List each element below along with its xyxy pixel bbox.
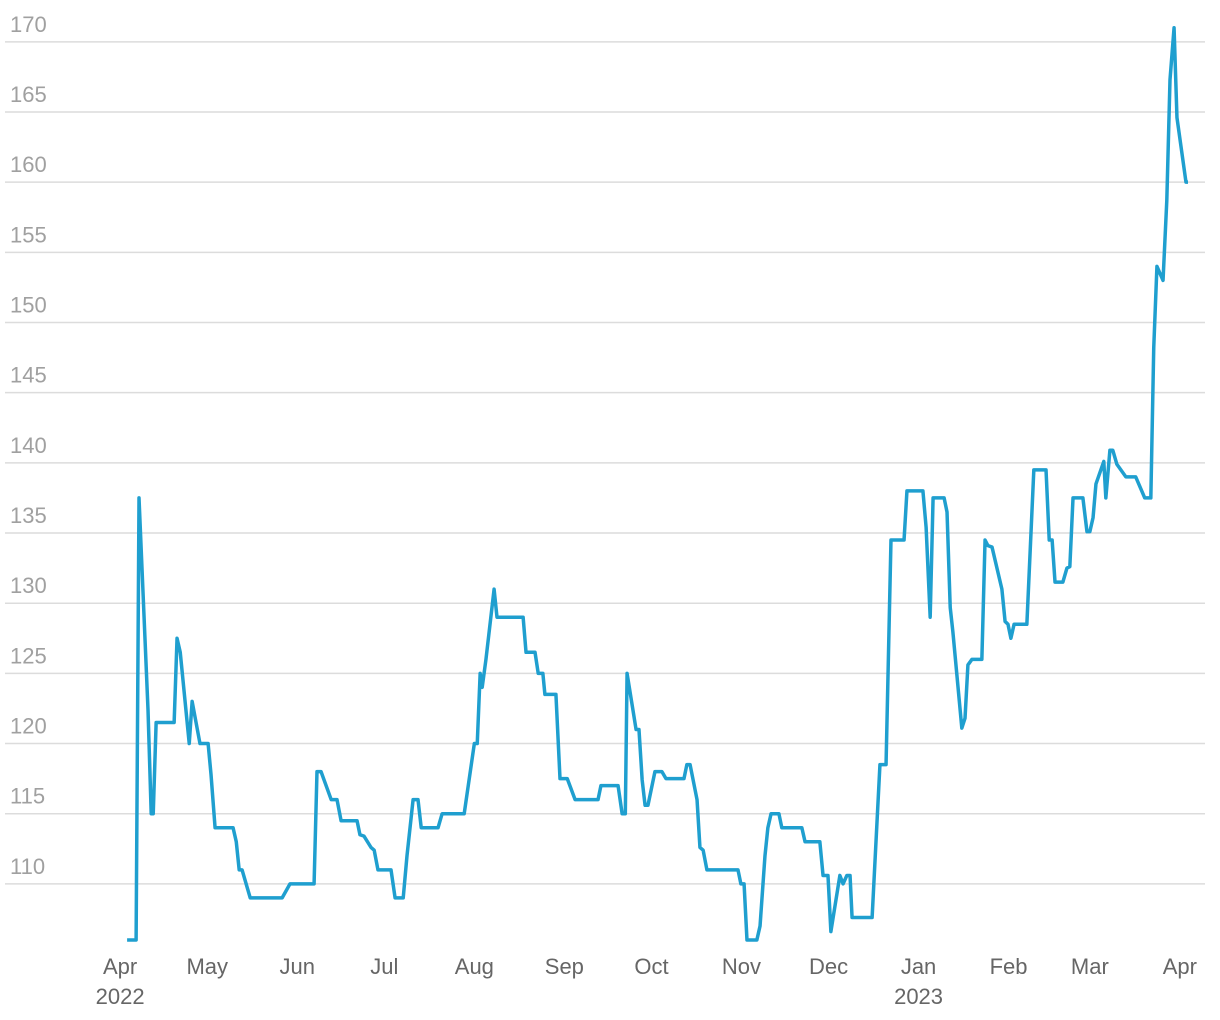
y-tick-label: 140 xyxy=(10,433,47,458)
y-tick-label: 110 xyxy=(10,854,45,879)
y-tick-label: 170 xyxy=(10,12,47,37)
y-tick-label: 150 xyxy=(10,293,47,318)
x-tick-label: May xyxy=(186,954,228,979)
x-tick-label: Nov xyxy=(722,954,761,979)
x-tick-label: Feb xyxy=(990,954,1028,979)
y-tick-label: 155 xyxy=(10,222,47,247)
x-tick-label: Sep xyxy=(545,954,584,979)
y-tick-label: 125 xyxy=(10,643,47,668)
y-tick-label: 165 xyxy=(10,82,47,107)
data-line xyxy=(127,26,1188,942)
y-tick-label: 120 xyxy=(10,714,47,739)
x-tick-label: Jun xyxy=(279,954,314,979)
x-tick-label: Apr 2022 xyxy=(96,954,145,1009)
y-tick-label: 160 xyxy=(10,152,47,177)
x-tick-label: Apr xyxy=(1163,954,1197,979)
y-tick-label: 130 xyxy=(10,573,47,598)
x-tick-label: Jan 2023 xyxy=(894,954,943,1009)
x-tick-label: Dec xyxy=(809,954,848,979)
x-tick-label: Oct xyxy=(634,954,668,979)
y-tick-label: 115 xyxy=(10,784,45,809)
x-tick-label: Aug xyxy=(455,954,494,979)
x-tick-label: Jul xyxy=(370,954,398,979)
x-tick-label: Mar xyxy=(1071,954,1109,979)
y-tick-label: 135 xyxy=(10,503,47,528)
y-tick-label: 145 xyxy=(10,363,47,388)
